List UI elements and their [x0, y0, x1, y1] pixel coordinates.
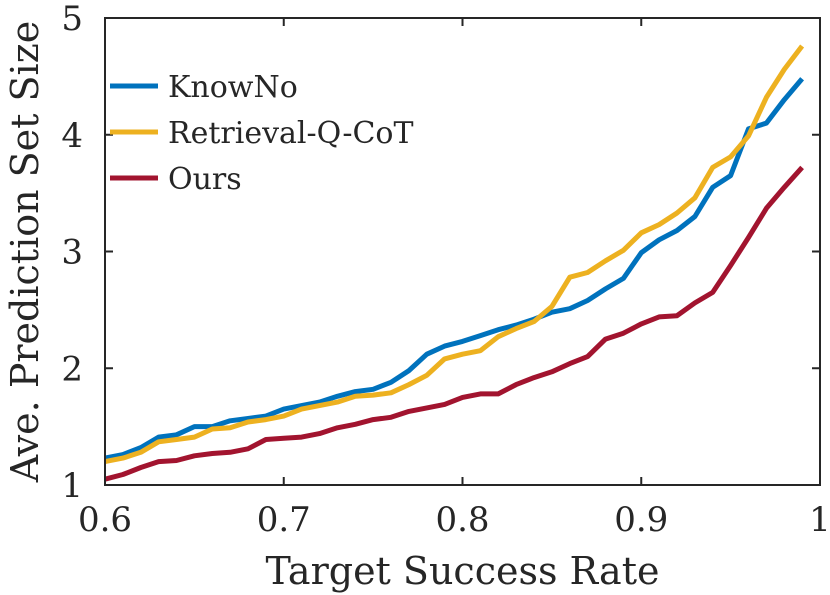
series-line-retrieval-q-cot	[104, 44, 805, 465]
y-tick-label: 2	[61, 349, 83, 389]
y-axis: 1 2 3 4 5	[61, 0, 820, 506]
y-tick-label: 3	[61, 233, 83, 273]
plot-lines	[104, 44, 805, 482]
y-axis-title: Ave. Prediction Set Size	[3, 21, 47, 483]
x-tick-label: 0.9	[614, 500, 668, 540]
x-tick-label: 0.8	[435, 500, 489, 540]
series-line-ours	[104, 165, 804, 482]
y-tick-label: 1	[61, 466, 83, 506]
x-axis: 0.6 0.7 0.8 0.9 1	[78, 18, 830, 540]
legend: KnowNo Retrieval-Q-CoT Ours	[110, 70, 414, 197]
y-tick-label: 4	[61, 116, 83, 156]
x-tick-label: 1	[809, 500, 830, 540]
y-tick-label: 5	[61, 0, 83, 39]
x-tick-label: 0.7	[257, 500, 311, 540]
x-tick-label: 0.6	[78, 500, 132, 540]
legend-label-retrieval-q-cot: Retrieval-Q-CoT	[168, 116, 414, 151]
legend-label-ours: Ours	[168, 162, 242, 197]
series-line-knowno	[104, 77, 805, 461]
x-axis-title: Target Success Rate	[266, 549, 660, 593]
legend-label-knowno: KnowNo	[168, 70, 298, 105]
